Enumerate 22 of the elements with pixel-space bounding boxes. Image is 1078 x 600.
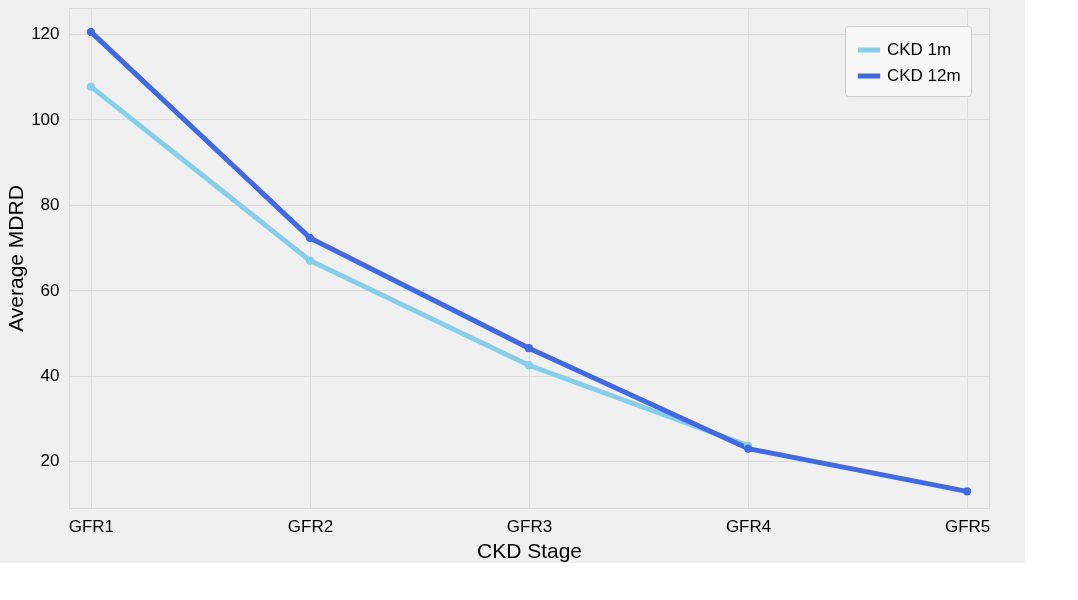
y-tick-label: 40 [40, 366, 60, 386]
point [305, 233, 315, 243]
x-tick-label: GFR1 [68, 516, 115, 536]
y-tick-label: 120 [31, 24, 60, 44]
point [962, 487, 972, 496]
x-tick-label: GFR4 [725, 516, 772, 536]
point [86, 27, 96, 37]
x-tick-label: GFR5 [944, 516, 991, 536]
y-tick-label: 80 [40, 195, 60, 215]
y-tick-label: 60 [40, 280, 60, 300]
legend-label: CKD 12m [887, 66, 961, 85]
point [524, 361, 534, 370]
x-tick-label: GFR3 [506, 516, 553, 536]
y-axis-title: Average MDRD [4, 185, 28, 332]
point [305, 256, 315, 265]
point [86, 82, 96, 91]
point [524, 344, 534, 353]
y-tick-label: 20 [40, 451, 60, 471]
x-tick-label: GFR2 [287, 516, 334, 536]
legend-label: CKD 1m [887, 40, 952, 59]
y-tick-label: 100 [31, 109, 60, 129]
x-axis-title: CKD Stage [476, 538, 583, 562]
